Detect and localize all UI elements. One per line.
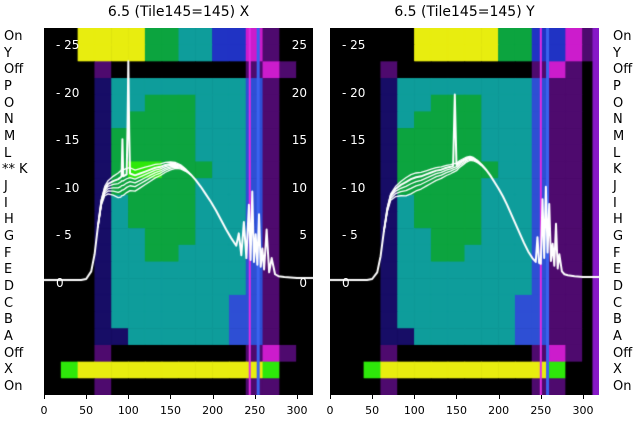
x-tick-mark <box>540 395 542 399</box>
row-label-right: On <box>613 28 632 44</box>
y-tick-label: - 10 <box>342 180 366 195</box>
row-label-left: Off <box>4 345 24 361</box>
row-label-right: C <box>613 295 623 311</box>
row-label-right: G <box>613 229 624 244</box>
row-label-left: B <box>4 312 13 328</box>
x-tick-mark <box>296 395 298 399</box>
row-label-left: C <box>4 295 14 311</box>
x-tick-label: 0 <box>326 404 334 417</box>
x-tick-mark <box>212 395 214 399</box>
heatmap-canvas-x <box>44 28 313 395</box>
row-label-left: P <box>4 78 12 94</box>
row-label-left: G <box>4 229 15 244</box>
x-tick-mark <box>44 395 45 399</box>
y-tick-label: 10 <box>291 180 307 195</box>
row-label-right: X <box>613 362 622 378</box>
y-tick-label: - 5 <box>56 228 72 243</box>
x-tick-mark <box>86 395 88 399</box>
x-tick-mark <box>582 395 584 399</box>
y-tick-label: 0 <box>299 275 307 290</box>
x-tick-label: 250 <box>244 404 266 417</box>
y-tick-label: 0 <box>56 275 64 290</box>
x-tick-mark <box>254 395 256 399</box>
row-label-left: Off <box>4 62 24 78</box>
row-label-left: E <box>4 262 13 278</box>
x-tick-mark <box>498 395 500 399</box>
row-label-right: L <box>613 145 621 161</box>
y-tick-label: - 20 <box>342 85 366 100</box>
y-tick-label: 15 <box>291 133 307 148</box>
y-tick-label: - 25 <box>56 38 80 53</box>
row-label-right: D <box>613 279 624 295</box>
row-label-right: P <box>613 78 621 94</box>
y-tick-label: 25 <box>291 38 307 53</box>
row-label-left: X <box>4 362 13 378</box>
row-label-left: ** K <box>2 161 28 178</box>
row-label-right: B <box>613 312 622 328</box>
row-label-left: On <box>4 379 23 395</box>
row-label-left: A <box>4 329 13 345</box>
y-tick-label: - 10 <box>56 180 80 195</box>
row-label-right: K <box>613 162 622 178</box>
plot-title-y: 6.5 (Tile145=145) Y <box>394 4 535 20</box>
row-label-left: F <box>4 245 12 261</box>
row-label-left: O <box>4 95 15 111</box>
row-label-right: O <box>613 95 624 111</box>
row-label-right: I <box>613 195 617 211</box>
x-tick-label: 150 <box>159 404 181 417</box>
row-label-right: J <box>613 178 617 194</box>
heatmap-canvas-y <box>330 28 599 395</box>
y-tick-label: - 15 <box>342 133 366 148</box>
row-label-right: M <box>613 128 625 144</box>
x-tick-label: 250 <box>530 404 552 417</box>
x-tick-label: 300 <box>286 404 308 417</box>
row-label-left: D <box>4 279 15 295</box>
row-label-left: On <box>4 28 23 44</box>
x-tick-label: 150 <box>445 404 467 417</box>
row-label-left: H <box>4 212 14 228</box>
row-label-right: N <box>613 112 623 128</box>
row-label-left: N <box>4 112 14 128</box>
x-tick-label: 0 <box>40 404 48 417</box>
y-tick-label: - 20 <box>56 85 80 100</box>
row-label-left: I <box>4 195 8 211</box>
x-tick-mark <box>414 395 416 399</box>
row-label-text: K <box>19 162 28 178</box>
row-label-left: Y <box>4 45 12 61</box>
x-tick-label: 200 <box>202 404 224 417</box>
row-label-right: Y <box>613 45 621 61</box>
row-label-right: A <box>613 329 622 345</box>
y-tick-label: - 5 <box>342 228 358 243</box>
x-tick-mark <box>456 395 458 399</box>
y-tick-label: - 25 <box>342 38 366 53</box>
x-tick-label: 100 <box>403 404 425 417</box>
plot-title-x: 6.5 (Tile145=145) X <box>107 4 250 20</box>
y-tick-label: - 15 <box>56 133 80 148</box>
x-tick-label: 200 <box>488 404 510 417</box>
y-tick-label: 20 <box>291 85 307 100</box>
selected-row-marker: ** <box>2 162 15 178</box>
x-tick-label: 50 <box>365 404 380 417</box>
x-tick-label: 100 <box>117 404 139 417</box>
row-label-right: E <box>613 262 622 278</box>
row-label-right: Off <box>613 345 633 361</box>
row-label-right: F <box>613 245 621 261</box>
x-tick-mark <box>128 395 130 399</box>
x-tick-mark <box>170 395 172 399</box>
x-tick-mark <box>372 395 374 399</box>
row-label-left: L <box>4 145 12 161</box>
row-label-left: J <box>4 178 8 194</box>
x-tick-label: 300 <box>572 404 594 417</box>
y-tick-label: 5 <box>299 228 307 243</box>
x-tick-mark <box>330 395 331 399</box>
row-label-right: H <box>613 212 623 228</box>
row-label-right: On <box>613 379 632 395</box>
x-tick-label: 50 <box>79 404 94 417</box>
y-tick-label: 0 <box>342 275 350 290</box>
row-label-right: Off <box>613 62 633 78</box>
row-label-left: M <box>4 128 16 144</box>
